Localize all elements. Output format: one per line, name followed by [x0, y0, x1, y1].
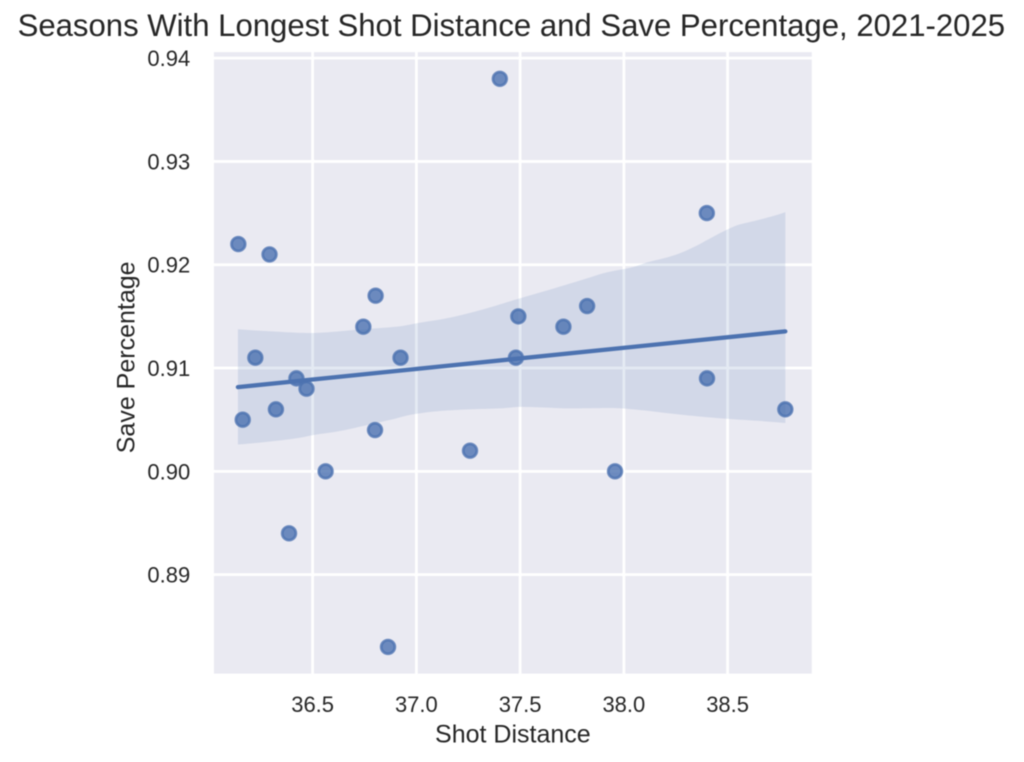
svg-text:38.0: 38.0 [602, 692, 645, 717]
svg-text:0.90: 0.90 [147, 459, 190, 484]
svg-text:38.5: 38.5 [706, 692, 749, 717]
svg-text:0.93: 0.93 [147, 149, 190, 174]
svg-text:Shot Distance: Shot Distance [435, 721, 591, 749]
svg-text:36.5: 36.5 [291, 692, 334, 717]
svg-text:0.94: 0.94 [147, 46, 190, 71]
svg-text:37.5: 37.5 [499, 692, 542, 717]
svg-text:Save Percentage: Save Percentage [113, 261, 141, 453]
svg-text:0.91: 0.91 [147, 356, 190, 381]
svg-text:37.0: 37.0 [395, 692, 438, 717]
svg-text:Seasons With Longest Shot Dist: Seasons With Longest Shot Distance and S… [18, 8, 1006, 43]
svg-text:0.92: 0.92 [147, 253, 190, 278]
svg-text:0.89: 0.89 [147, 563, 190, 588]
